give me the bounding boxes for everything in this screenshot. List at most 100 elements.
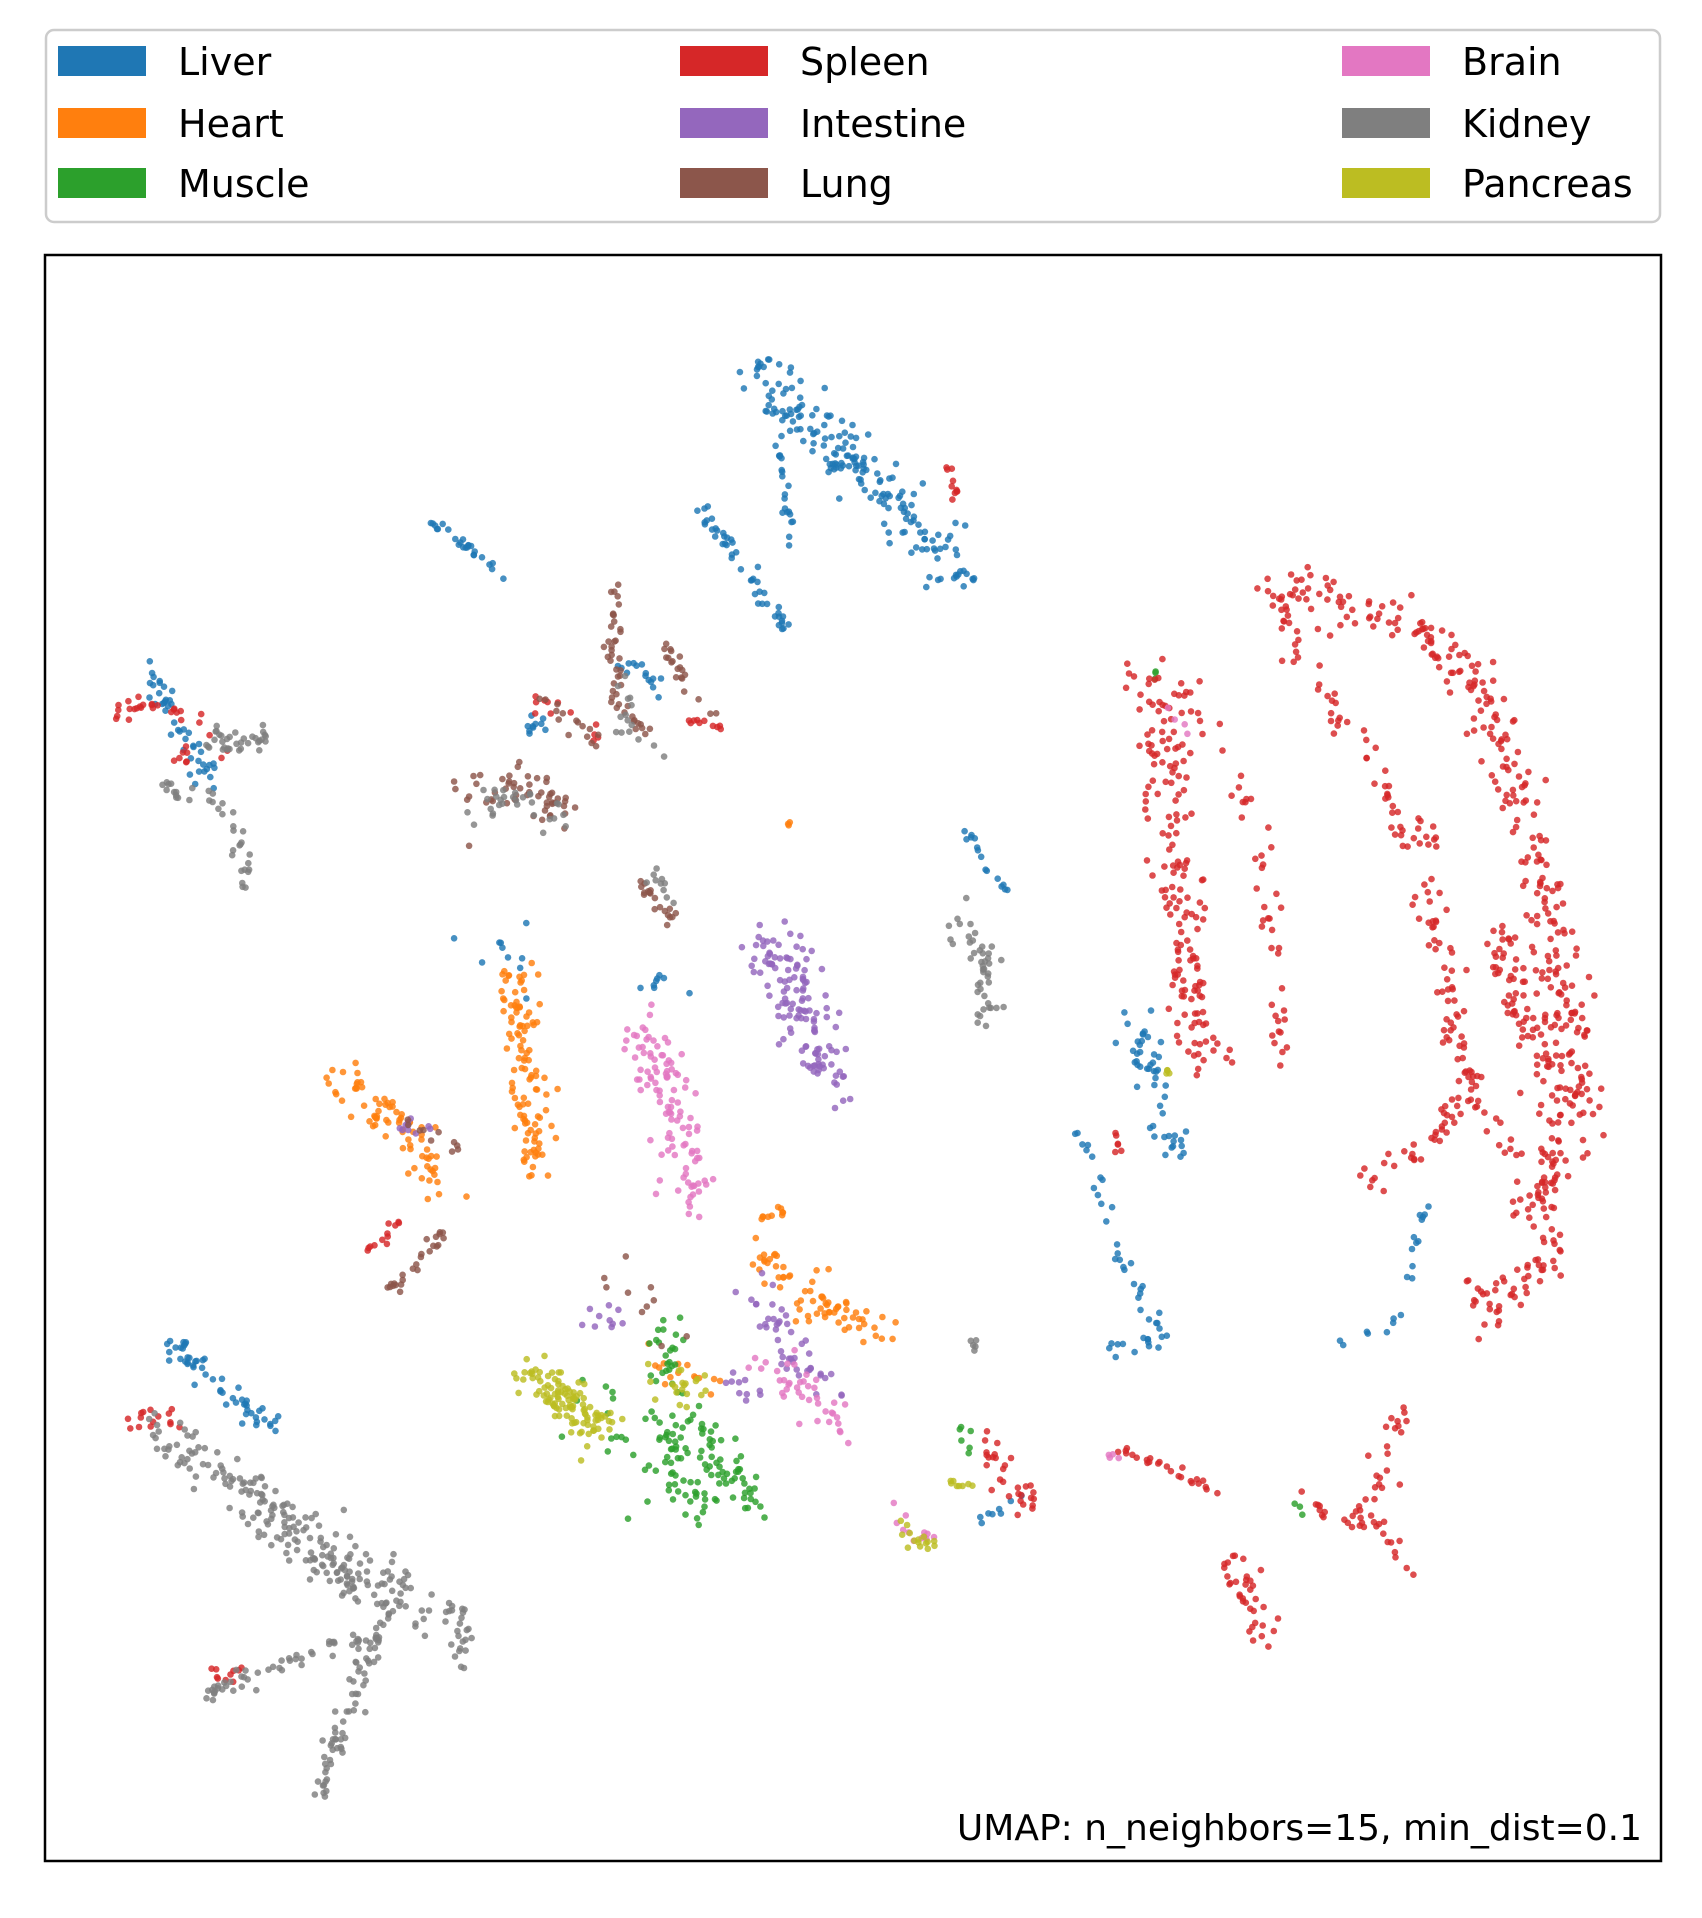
point-spleen: [1575, 1083, 1583, 1090]
point-heart: [523, 1013, 530, 1020]
point-brain: [890, 1499, 898, 1507]
point-liver: [843, 452, 851, 460]
point-spleen: [1173, 829, 1180, 837]
point-spleen: [1526, 1214, 1533, 1221]
point-liver: [1149, 1122, 1157, 1130]
point-kidney: [352, 1690, 360, 1698]
point-lung: [604, 653, 612, 661]
point-heart: [383, 1116, 390, 1124]
point-spleen: [1520, 992, 1527, 999]
point-spleen: [1385, 1150, 1392, 1158]
point-kidney: [353, 1659, 360, 1666]
point-kidney: [217, 1462, 224, 1469]
point-intestine: [783, 1320, 791, 1328]
point-kidney: [172, 788, 180, 796]
point-spleen: [948, 465, 956, 473]
point-spleen: [1173, 939, 1180, 947]
point-spleen: [137, 1414, 145, 1421]
point-lung: [643, 1303, 651, 1310]
point-liver: [149, 681, 157, 689]
point-liver: [864, 431, 872, 438]
legend-entry-brain: Brain: [1342, 40, 1562, 84]
point-kidney: [327, 1554, 335, 1562]
point-muscle: [641, 1466, 649, 1474]
point-spleen: [1324, 582, 1331, 589]
point-heart: [369, 1122, 377, 1130]
point-kidney: [330, 1545, 338, 1552]
point-liver: [787, 410, 795, 418]
series-intestine: [396, 918, 854, 1404]
point-kidney: [300, 1526, 307, 1534]
point-pancreas: [683, 1403, 690, 1411]
point-lung: [397, 1281, 405, 1288]
point-liver: [1156, 1309, 1163, 1317]
point-kidney: [526, 790, 534, 798]
point-spleen: [1552, 1039, 1560, 1047]
point-spleen: [1444, 986, 1452, 993]
point-heart: [526, 1173, 533, 1180]
point-muscle: [739, 1475, 746, 1482]
point-intestine: [760, 942, 767, 950]
point-kidney: [186, 796, 193, 804]
point-pancreas: [568, 1415, 575, 1422]
point-heart: [817, 1305, 824, 1312]
point-spleen: [1533, 889, 1541, 897]
point-brain: [798, 1393, 806, 1401]
point-spleen: [1274, 1615, 1282, 1622]
point-liver: [923, 583, 930, 591]
point-kidney: [349, 1575, 356, 1583]
point-brain: [668, 1135, 676, 1143]
point-spleen: [1283, 1044, 1291, 1051]
point-liver: [1147, 1007, 1155, 1014]
point-spleen: [1259, 917, 1267, 924]
point-spleen: [1177, 886, 1184, 893]
point-spleen: [126, 705, 133, 713]
point-spleen: [1510, 792, 1517, 799]
point-spleen: [1512, 956, 1520, 963]
point-lung: [470, 772, 477, 780]
point-liver: [929, 537, 936, 544]
point-liver: [1079, 1141, 1086, 1148]
point-spleen: [1541, 1040, 1549, 1048]
point-spleen: [1202, 1020, 1210, 1027]
point-kidney: [362, 1637, 370, 1644]
point-spleen: [1467, 1096, 1475, 1103]
point-lung: [608, 643, 615, 650]
point-lung: [600, 643, 608, 651]
point-spleen: [1180, 872, 1187, 879]
point-brain: [804, 1382, 812, 1390]
point-brain: [644, 1068, 651, 1075]
point-spleen: [1176, 898, 1183, 905]
point-heart: [796, 1306, 803, 1313]
point-spleen: [1553, 1097, 1561, 1104]
point-spleen: [1518, 1034, 1526, 1041]
point-muscle: [965, 1449, 972, 1457]
point-brain: [664, 1039, 672, 1046]
point-spleen: [1409, 901, 1416, 908]
point-spleen: [1557, 1111, 1564, 1119]
point-heart: [514, 1030, 521, 1037]
point-spleen: [1515, 773, 1523, 780]
point-spleen: [1579, 1154, 1587, 1161]
point-liver: [861, 486, 868, 494]
point-spleen: [1597, 1085, 1605, 1092]
point-spleen: [1451, 1119, 1458, 1126]
point-kidney: [190, 1485, 198, 1493]
point-spleen: [1223, 1054, 1230, 1062]
point-kidney: [337, 1743, 345, 1751]
point-spleen: [1344, 1519, 1352, 1527]
point-muscle: [713, 1497, 720, 1504]
point-intestine: [803, 955, 810, 963]
point-spleen: [1130, 673, 1138, 680]
point-spleen: [1277, 1029, 1284, 1036]
point-kidney: [653, 865, 660, 872]
point-kidney: [333, 1569, 341, 1576]
point-liver: [781, 505, 789, 512]
point-liver: [849, 443, 857, 451]
point-spleen: [1536, 1277, 1544, 1285]
point-heart: [423, 1146, 431, 1153]
point-spleen: [1129, 1451, 1136, 1459]
point-brain: [646, 1011, 654, 1019]
point-muscle: [663, 1453, 671, 1461]
point-heart: [357, 1078, 365, 1086]
